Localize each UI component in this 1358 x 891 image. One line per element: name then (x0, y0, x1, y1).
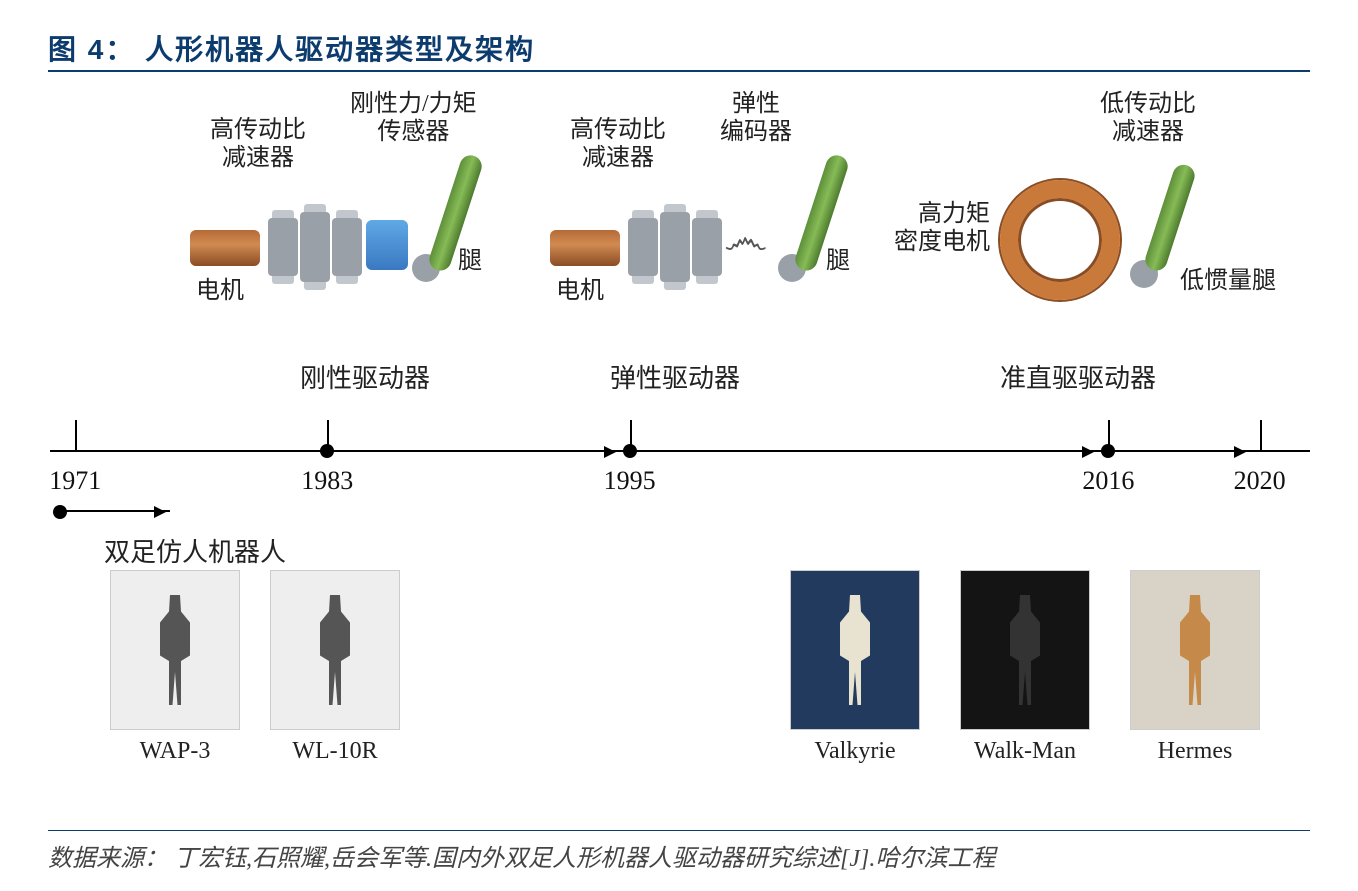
robot-caption: Walk-Man (960, 738, 1090, 765)
robot-caption: WL-10R (270, 738, 400, 765)
robot-silhouette-icon (1000, 595, 1050, 705)
timeline-year: 2020 (1234, 466, 1286, 496)
robot-image-placeholder (960, 570, 1090, 730)
label-sensor: 刚性力/力矩 传感器 (350, 90, 477, 146)
actuator-quasi-direct: 高力矩 密度电机 低传动比 减速器 低惯量腿 (980, 120, 1320, 340)
robot-item: Hermes (1130, 570, 1260, 765)
robot-silhouette-icon (830, 595, 880, 705)
robot-caption: Valkyrie (790, 738, 920, 765)
label-reducer: 高传动比 减速器 (570, 116, 666, 172)
sensor-icon (366, 220, 408, 270)
source-prefix: 数据来源： (48, 846, 168, 872)
figure-title: 图 4： 人形机器人驱动器类型及架构 (48, 28, 535, 68)
actuator-rigid: 高传动比 减速器 刚性力/力矩 传感器 电机 腿 (190, 120, 510, 340)
robot-caption: WAP-3 (110, 738, 240, 765)
timeline-tick (75, 420, 77, 452)
label-leg: 腿 (458, 240, 482, 275)
biped-label: 双足仿人机器人 (104, 532, 286, 569)
timeline-year: 2016 (1082, 466, 1134, 496)
title-rule (48, 70, 1310, 72)
actuator-elastic: 高传动比 减速器 弹性 编码器 电机 ෴ 腿 (550, 120, 870, 340)
robot-item: WAP-3 (110, 570, 240, 765)
figure-title-text: 人形机器人驱动器类型及架构 (145, 34, 535, 65)
robot-item: Walk-Man (960, 570, 1090, 765)
timeline-year: 1995 (604, 466, 656, 496)
robot-image-placeholder (790, 570, 920, 730)
figure-number: 图 4： (48, 34, 135, 65)
robot-image-placeholder (1130, 570, 1260, 730)
drive-type-rigid: 刚性驱动器 (300, 358, 430, 395)
source-line: 数据来源： 丁宏钰,石照耀,岳会军等.国内外双足人形机器人驱动器研究综述[J].… (48, 838, 995, 873)
drive-type-quasi: 准直驱驱动器 (1000, 358, 1156, 395)
gear-icon (268, 218, 298, 276)
robot-item: WL-10R (270, 570, 400, 765)
timeline-arrow (327, 450, 619, 452)
drive-type-elastic: 弹性驱动器 (610, 358, 740, 395)
label-leg: 低惯量腿 (1180, 260, 1276, 295)
robot-image-placeholder (270, 570, 400, 730)
gear-icon (300, 212, 330, 282)
timeline-tick (1260, 420, 1262, 452)
robot-caption: Hermes (1130, 738, 1260, 765)
gear-icon (692, 218, 722, 276)
source-rule (48, 830, 1310, 831)
source-text: 丁宏钰,石照耀,岳会军等.国内外双足人形机器人驱动器研究综述[J].哈尔滨工程 (174, 846, 995, 872)
spring-icon: ෴ (724, 212, 758, 267)
robot-item: Valkyrie (790, 570, 920, 765)
motor-icon (190, 230, 260, 266)
gear-icon (332, 218, 362, 276)
label-motor: 电机 (556, 270, 604, 305)
actuator-diagrams: 高传动比 减速器 刚性力/力矩 传感器 电机 腿 高传动比 减速器 弹性 编码器… (40, 90, 1320, 410)
robot-silhouette-icon (310, 595, 360, 705)
ring-motor-icon (1000, 180, 1120, 300)
robot-image-placeholder (110, 570, 240, 730)
gear-icon (660, 212, 690, 282)
timeline-year: 1983 (301, 466, 353, 496)
gear-icon (628, 218, 658, 276)
timeline-year: 1971 (49, 466, 101, 496)
biped-arrow (60, 510, 170, 512)
motor-icon (550, 230, 620, 266)
label-reducer: 低传动比 减速器 (1100, 90, 1196, 146)
label-encoder: 弹性 编码器 (720, 90, 792, 146)
robot-row: WAP-3 WL-10R Valkyrie Walk-Man Hermes (90, 570, 1318, 810)
timeline-arrow (1108, 450, 1249, 452)
timeline-arrow (630, 450, 1099, 452)
robot-silhouette-icon (1170, 595, 1220, 705)
label-motor: 高力矩 密度电机 (890, 200, 990, 256)
label-motor: 电机 (196, 270, 244, 305)
label-reducer: 高传动比 减速器 (210, 116, 306, 172)
label-leg: 腿 (826, 240, 850, 275)
leg-icon (1143, 162, 1198, 273)
timeline: 1971 1983 1995 2016 2020 (50, 420, 1310, 510)
robot-silhouette-icon (150, 595, 200, 705)
